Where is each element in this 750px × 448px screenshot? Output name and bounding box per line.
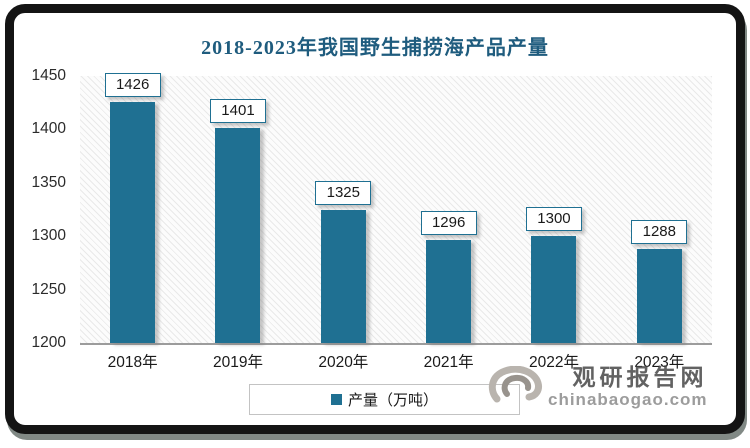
x-tick-label: 2021年 [423, 354, 474, 371]
y-tick-label: 1350 [31, 173, 66, 191]
chart-title: 2018-2023年我国野生捕捞海产品产量 [201, 37, 549, 59]
x-tick-label: 2018年 [107, 354, 158, 371]
bars: 1426 1401 1325 1296 1300 1288 [80, 72, 712, 343]
watermark-domain: chinabaogao.com [548, 390, 708, 409]
y-tick-label: 1400 [31, 120, 66, 138]
bar-slot: 1401 [185, 76, 290, 343]
x-tick-label: 2023年 [634, 354, 685, 371]
bar [426, 240, 472, 343]
bar-data-label: 1401 [209, 99, 266, 124]
bar-data-label: 1296 [420, 211, 477, 236]
y-tick-label: 1200 [31, 334, 66, 351]
bar [531, 236, 577, 343]
bar-slot: 1300 [501, 76, 606, 343]
watermark: 观研报告网 chinabaogao.com [487, 364, 708, 409]
bar-slot: 1288 [607, 76, 712, 343]
bar-data-label: 1325 [315, 180, 372, 205]
bar [110, 101, 156, 343]
legend: 产量（万吨） [249, 384, 520, 415]
bar [215, 128, 261, 343]
bar [320, 209, 366, 343]
legend-swatch-icon [330, 394, 342, 405]
x-tick-label: 2022年 [528, 354, 579, 371]
bar-data-label: 1288 [631, 220, 688, 245]
bar-slot: 1296 [396, 76, 501, 343]
bar-slot: 1426 [80, 72, 185, 343]
bar-slot: 1325 [291, 76, 396, 343]
bar-data-label: 1426 [104, 72, 161, 97]
watermark-text: 观研报告网 chinabaogao.com [548, 364, 708, 409]
watermark-brand: 观研报告网 [572, 364, 708, 390]
x-tick-label: 2019年 [213, 354, 263, 371]
bar-data-label: 1300 [525, 207, 582, 232]
x-axis: 2018年 2019年 2020年 2021年 2022年 2023年 [80, 350, 712, 372]
y-tick-label: 1250 [31, 280, 66, 298]
legend-label: 产量（万吨） [347, 392, 438, 409]
plot-area: 1426 1401 1325 1296 1300 1288 [80, 72, 712, 345]
y-axis: 1450 1400 1350 1300 1250 1200 [18, 67, 66, 351]
bar [636, 249, 682, 343]
y-tick-label: 1450 [31, 67, 66, 84]
watermark-logo-icon [488, 365, 542, 402]
x-tick-label: 2020年 [318, 354, 369, 371]
y-tick-label: 1300 [31, 227, 66, 245]
